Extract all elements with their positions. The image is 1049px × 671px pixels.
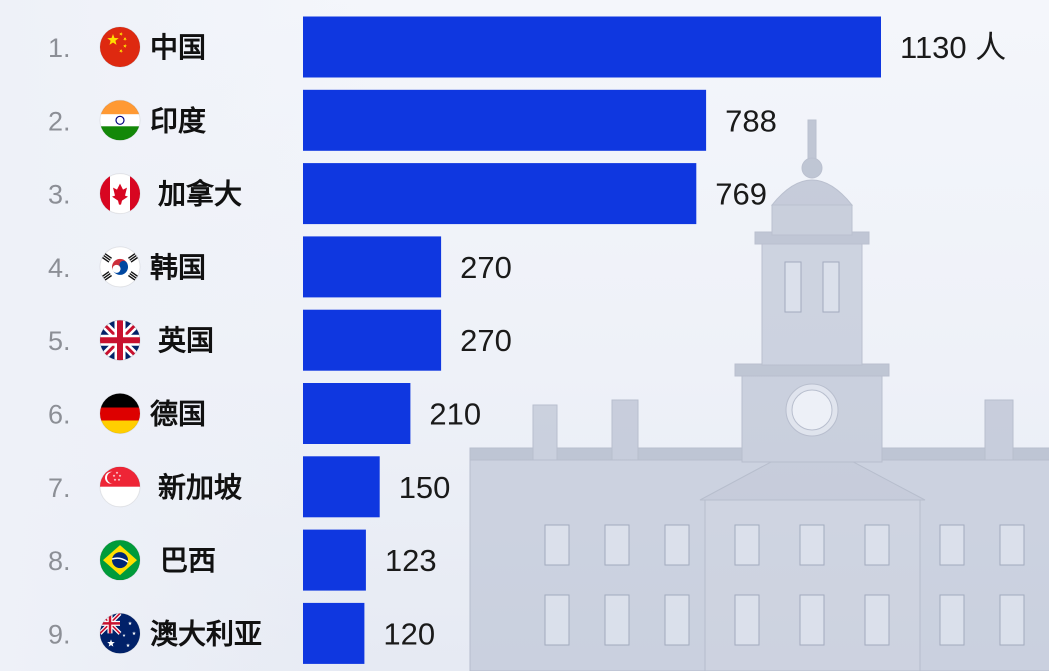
bar [303, 529, 366, 591]
india-flag-icon [100, 100, 140, 141]
bar-row: 1. 中国 1130 人 [48, 16, 1006, 78]
bar-row: 9. 澳大利亚 120 [48, 602, 435, 664]
bar [303, 309, 442, 371]
bar-row: 6. 德国 210 [48, 383, 481, 444]
rank-label: 4. [48, 253, 71, 283]
bar-row: 8. 巴西 123 [48, 529, 437, 591]
rank-label: 2. [48, 106, 71, 136]
value-label: 788 [725, 103, 777, 138]
category-label: 德国 [150, 398, 206, 431]
bar [303, 16, 881, 78]
brazil-flag-icon [100, 540, 140, 581]
category-label: 中国 [150, 31, 206, 64]
value-label: 270 [460, 250, 512, 285]
china-flag-icon [100, 27, 140, 67]
bar [303, 383, 411, 444]
bar [303, 456, 380, 518]
bar [303, 236, 442, 298]
rank-label: 7. [48, 473, 71, 503]
category-label: 巴西 [160, 544, 216, 577]
rank-label: 5. [48, 326, 71, 356]
bar-row: 5. 英国 270 [48, 309, 512, 371]
south-korea-flag-icon [100, 246, 140, 287]
rank-label: 9. [48, 619, 71, 649]
bar [303, 163, 697, 225]
value-label: 210 [429, 397, 481, 432]
category-label: 新加坡 [158, 471, 242, 504]
bar [303, 89, 707, 151]
category-label: 加拿大 [158, 178, 242, 211]
canada-flag-icon [100, 173, 140, 214]
value-label: 150 [399, 470, 451, 505]
rank-label: 1. [48, 33, 71, 63]
rank-label: 3. [48, 180, 71, 210]
value-label: 1130 人 [900, 30, 1006, 65]
value-label: 270 [460, 323, 512, 358]
value-label: 769 [715, 177, 767, 212]
uk-flag-icon [100, 320, 140, 361]
category-label: 韩国 [150, 251, 206, 284]
bar [303, 602, 365, 664]
category-label: 印度 [150, 104, 206, 137]
category-label: 澳大利亚 [150, 617, 262, 650]
bar-row: 2. 印度 788 [48, 89, 777, 151]
bar-row: 4. 韩国 270 [48, 236, 512, 298]
value-label: 120 [383, 616, 435, 651]
rank-label: 6. [48, 400, 71, 430]
category-label: 英国 [158, 324, 214, 357]
singapore-flag-icon [100, 466, 140, 507]
rank-label: 8. [48, 546, 71, 576]
bar-row: 7. 新加坡 150 [48, 456, 451, 518]
germany-flag-icon [100, 393, 140, 434]
value-label: 123 [385, 543, 437, 578]
bar-row: 3. 加拿大 769 [48, 163, 767, 225]
